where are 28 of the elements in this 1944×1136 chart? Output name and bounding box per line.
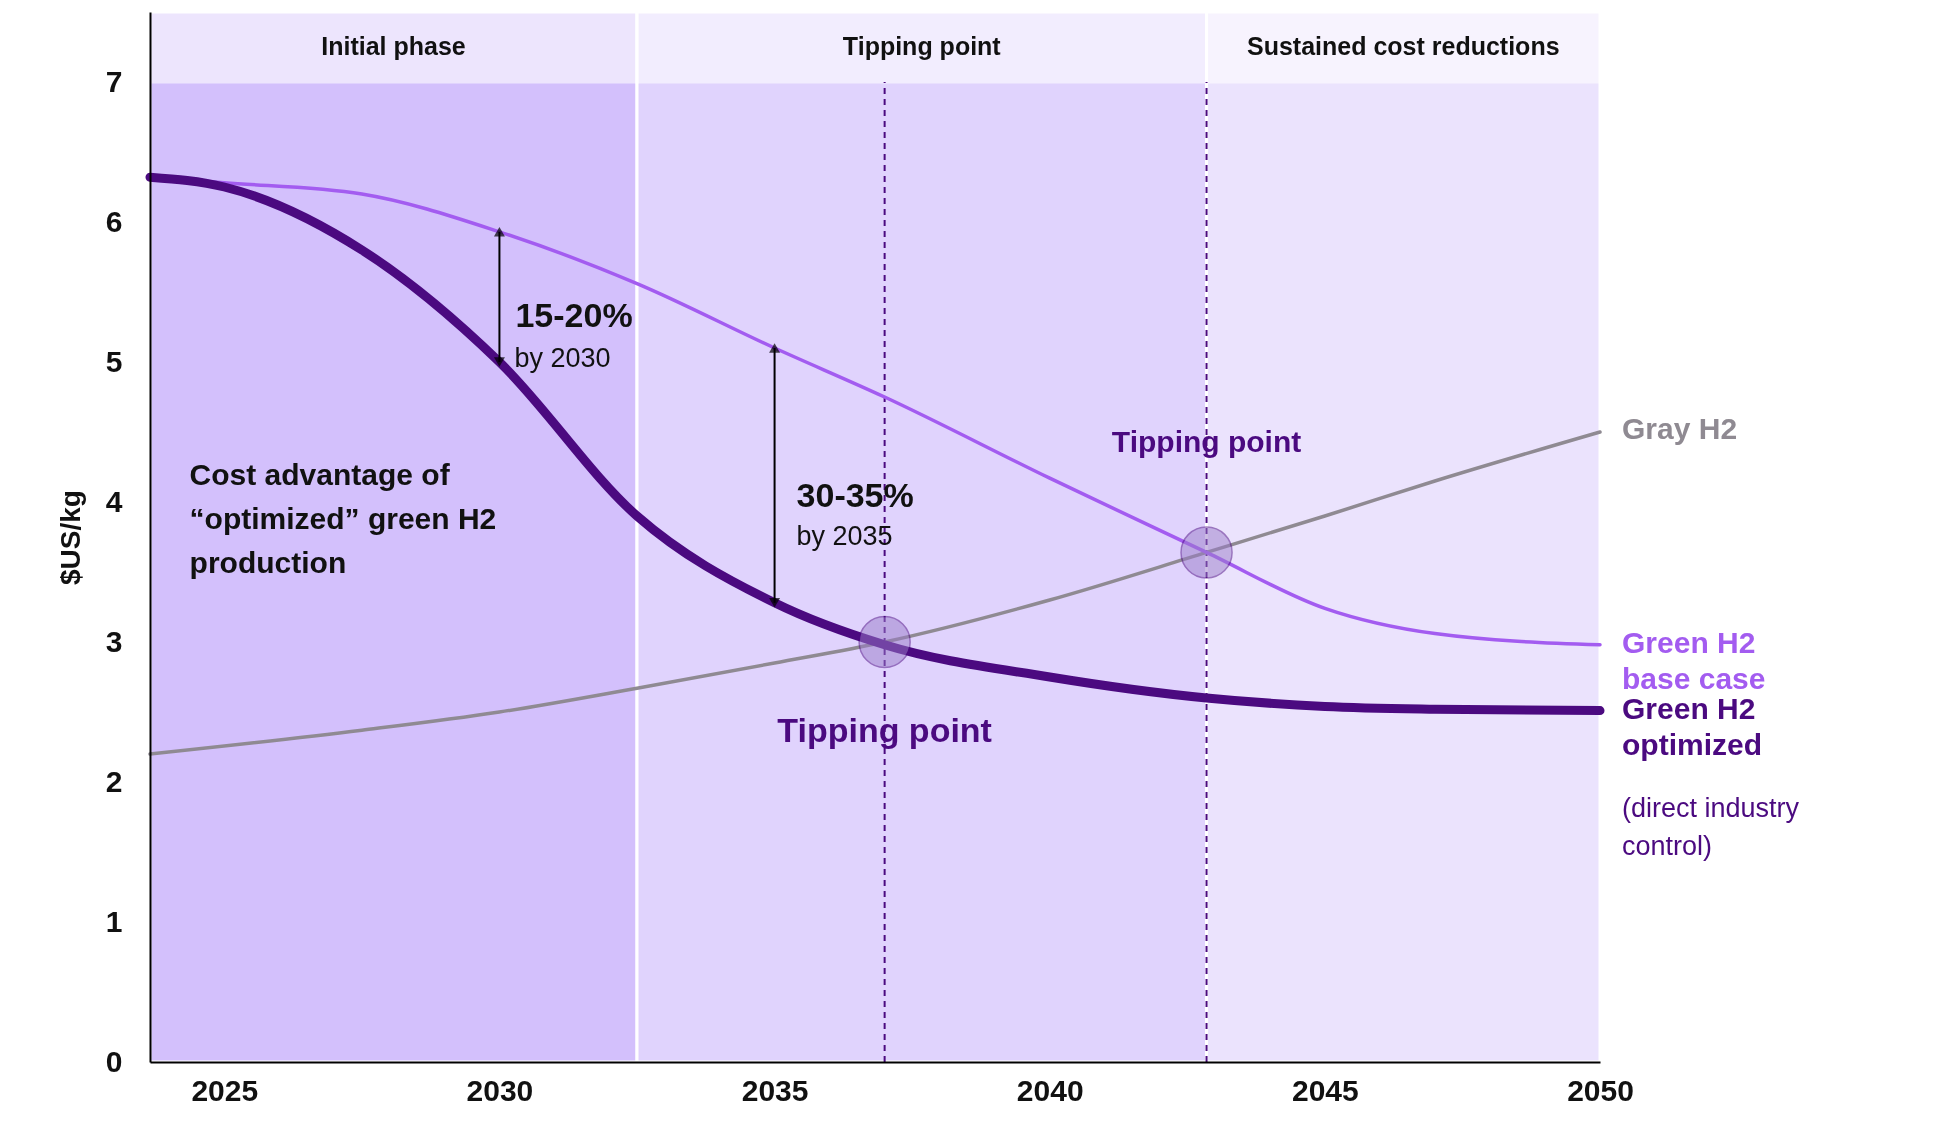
y-tick-label: 0 <box>105 1044 123 1078</box>
x-tick-label: 2035 <box>741 1073 809 1107</box>
x-tick-label: 2025 <box>191 1073 259 1107</box>
annotation: by 2030 <box>514 342 611 373</box>
y-tick-label: 3 <box>105 624 123 658</box>
annotation: (direct industry control) <box>1622 793 1800 861</box>
y-tick-label: 6 <box>105 204 123 238</box>
band-label: Sustained cost reductions <box>1246 32 1560 60</box>
x-tick-label: 2050 <box>1567 1073 1634 1107</box>
annotation: Cost advantage of “optimized” green H2 production <box>189 458 497 580</box>
annotation: Tipping point <box>1111 425 1302 459</box>
annotation: Tipping point <box>777 710 992 749</box>
y-axis-title: $US/kg <box>54 490 86 585</box>
line-series <box>148 430 1602 756</box>
x-tick-label: 2030 <box>466 1073 534 1107</box>
annotation: 15-20% <box>515 296 633 334</box>
y-tick-label: 5 <box>105 344 123 378</box>
annotation: by 2035 <box>796 521 893 551</box>
annotation: 30-35% <box>796 475 914 514</box>
y-tick-label: 2 <box>105 764 123 798</box>
y-tick-label: 1 <box>105 904 123 938</box>
band-label: Initial phase <box>321 32 466 60</box>
series-label: Gray H2 <box>1622 412 1738 445</box>
y-tick-label: 4 <box>105 484 123 518</box>
band-label: Tipping point <box>842 32 1002 60</box>
x-tick-label: 2045 <box>1291 1073 1359 1107</box>
x-tick-label: 2040 <box>1016 1073 1084 1107</box>
y-tick-label: 7 <box>105 64 123 98</box>
